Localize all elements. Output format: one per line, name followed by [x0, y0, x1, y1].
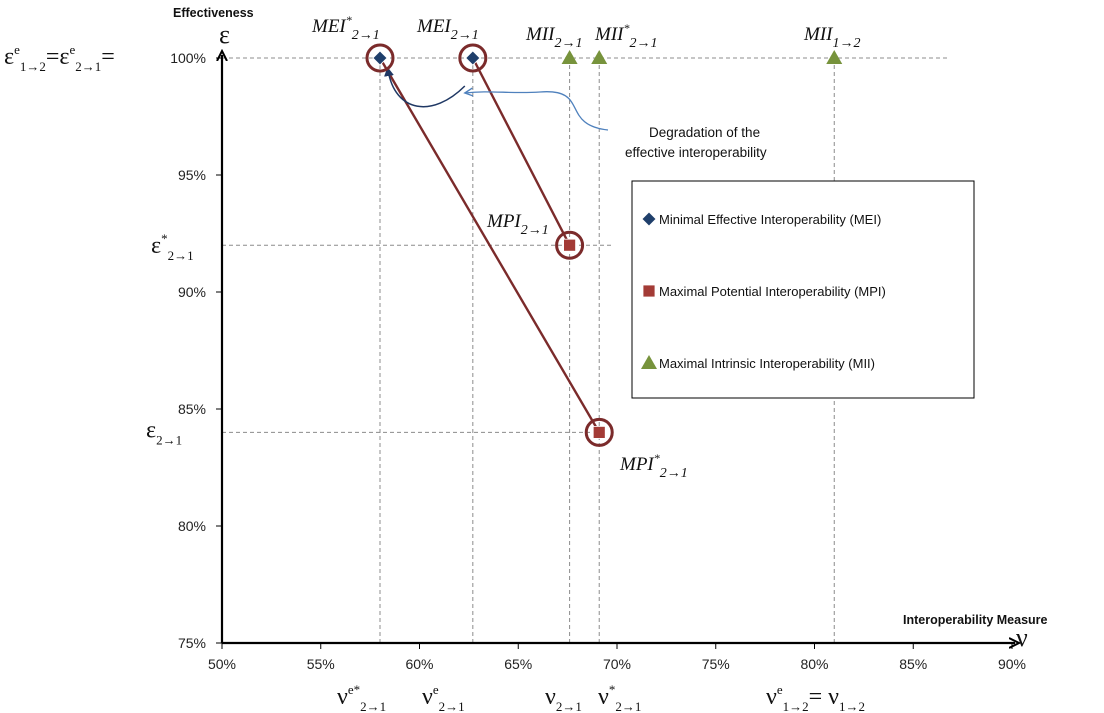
y-annotations: εe1→2=εe2→1= ε*2→1 ε2→1	[4, 42, 194, 447]
callout-arrow	[465, 92, 609, 131]
y-annotation: ε2→1	[146, 417, 182, 447]
point-label: MPI*2→1	[619, 451, 688, 481]
y-axis-title: Effectiveness	[173, 6, 254, 20]
x-tick-label: 70%	[603, 656, 631, 672]
y-axis-symbol: ε	[219, 20, 230, 49]
highlight-circle-3	[584, 417, 614, 447]
x-axis-title: Interoperability Measure	[903, 613, 1048, 627]
x-tick-labels: 50% 55% 60% 65% 70% 75% 80% 85% 90%	[208, 656, 1026, 672]
x-tick-label: 80%	[800, 656, 828, 672]
point-labels: MEI*2→1 MEI2→1 MPI2→1 MPI*2→1 MII2→1 MII*2→1 M…	[311, 13, 860, 481]
degradation-arrows	[384, 67, 609, 131]
x-tick-label: 65%	[504, 656, 532, 672]
square-marker	[592, 425, 606, 439]
point-label: MEI2→1	[416, 16, 479, 43]
reference-lines	[222, 57, 948, 643]
y-tick-label: 95%	[178, 167, 206, 183]
x-annotation: νe*2→1	[337, 682, 386, 713]
x-annotation: νe1→2= ν1→2	[766, 682, 865, 713]
y-tick-label: 80%	[178, 518, 206, 534]
annotation-line-2: effective interoperability	[625, 145, 767, 160]
data-markers	[372, 50, 843, 439]
square-marker	[563, 238, 576, 252]
diamond-legend-icon	[641, 211, 657, 227]
legend-label: Minimal Effective Interoperability (MEI)	[659, 212, 881, 227]
axes	[216, 55, 1015, 649]
highlight-circle-2	[555, 230, 585, 260]
annotation-line-1: Degradation of the	[649, 125, 760, 140]
point-label: MPI2→1	[486, 211, 549, 238]
x-annotation: ν2→1	[545, 684, 582, 713]
y-tick-labels: 75% 80% 85% 90% 95% 100%	[170, 50, 206, 651]
y-tick-label: 75%	[178, 635, 206, 651]
y-annotation: εe1→2=εe2→1=	[4, 42, 115, 74]
y-tick-label: 100%	[170, 50, 206, 66]
legend: Minimal Effective Interoperability (MEI)…	[631, 180, 975, 399]
point-label: MII1→2	[803, 24, 860, 51]
x-tick-label: 60%	[405, 656, 433, 672]
square-legend-icon	[642, 284, 656, 298]
connector-line-0	[378, 57, 601, 434]
x-annotation: ν*2→1	[598, 682, 641, 713]
y-annotation: ε*2→1	[151, 231, 194, 263]
x-annotation: νe2→1	[422, 682, 465, 713]
legend-label: Maximal Potential Interoperability (MPI)	[659, 284, 886, 299]
highlight-circles	[365, 43, 614, 447]
triangle-marker	[561, 50, 578, 64]
x-tick-label: 90%	[998, 656, 1026, 672]
triangle-legend-icon	[641, 355, 657, 369]
connector-lines	[378, 57, 601, 434]
point-label: MII2→1	[525, 24, 582, 51]
point-label: MII*2→1	[594, 21, 657, 51]
x-axis-symbol: ν	[1016, 623, 1028, 652]
x-tick-label: 55%	[307, 656, 335, 672]
x-tick-label: 75%	[702, 656, 730, 672]
legend-box	[631, 180, 975, 399]
diamond-marker	[372, 50, 388, 66]
highlight-circle-0	[365, 43, 395, 73]
highlight-circle-1	[458, 43, 488, 73]
point-label: MEI*2→1	[311, 13, 380, 43]
x-annotations: νe*2→1 νe2→1 ν2→1 ν*2→1 νe1→2= ν1→2	[337, 682, 865, 713]
y-tick-label: 90%	[178, 284, 206, 300]
annotation-note: Degradation of the effective interoperab…	[625, 125, 767, 160]
x-tick-label: 85%	[899, 656, 927, 672]
connector-line-1	[471, 57, 571, 246]
diamond-marker	[465, 50, 481, 66]
triangle-marker	[591, 50, 608, 64]
triangle-marker	[826, 50, 843, 64]
x-tick-label: 50%	[208, 656, 236, 672]
legend-label: Maximal Intrinsic Interoperability (MII)	[659, 356, 875, 371]
y-tick-label: 85%	[178, 401, 206, 417]
degradation-curve-arrow	[384, 67, 466, 108]
